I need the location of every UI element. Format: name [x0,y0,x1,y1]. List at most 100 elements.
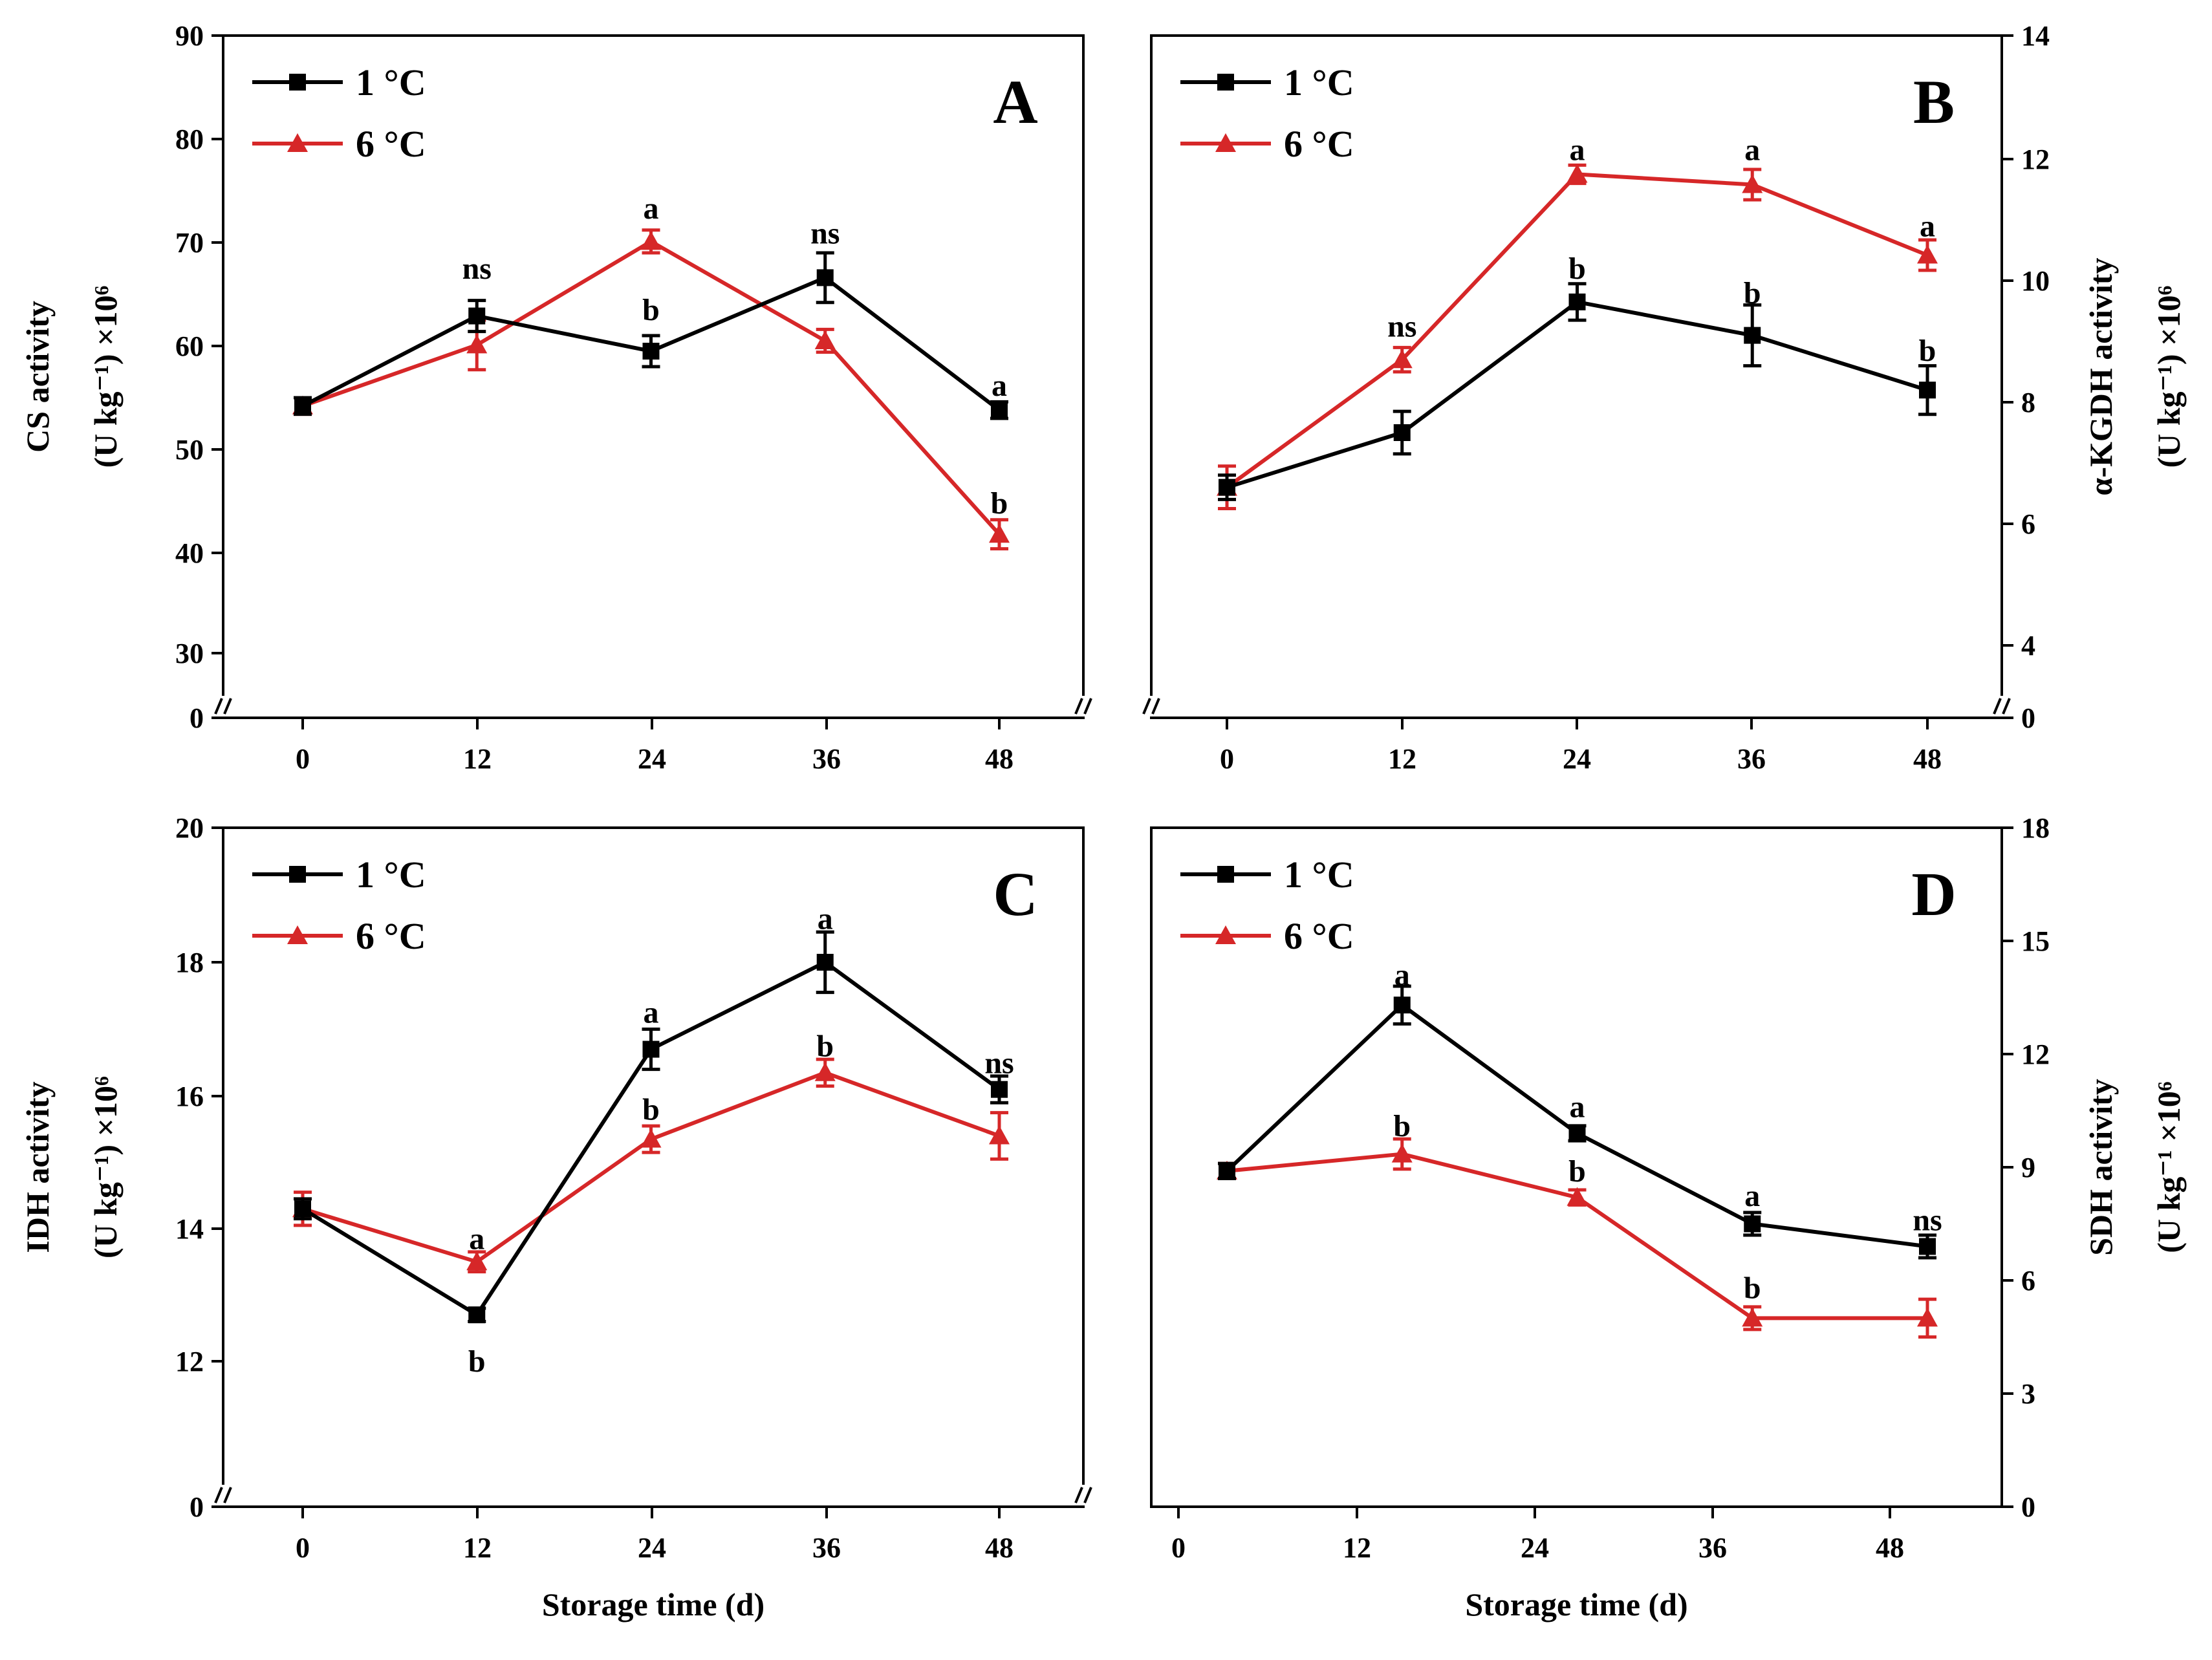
axis-break-mark [1083,698,1092,715]
legend-label: 1 °C [1284,61,1354,103]
x-tick-label: 48 [985,743,1014,775]
panel-letter: B [1913,67,1955,136]
data-point [1393,997,1411,1014]
y-tick-label: 14 [175,1213,204,1245]
data-point [816,269,834,286]
axis-break-mark [214,1487,223,1504]
series-line [1226,299,1928,490]
data-point [1744,327,1761,344]
y-tick-label: 40 [175,537,204,569]
y-tick-label: 0 [190,1491,204,1523]
plot-frame [222,826,1085,1508]
panel-a: 0 12 24 36 48 0 30 40 50 60 70 80 90 CS activity (U kg… [19,20,1092,775]
x-tick-label: 24 [638,1532,666,1564]
x-tick-label: 36 [1737,743,1766,775]
axis-break-mark [2002,698,2011,715]
data-point [1391,1143,1413,1163]
legend-marker [287,133,308,152]
data-point [1744,1215,1761,1233]
y-tick-label: 18 [2021,812,2050,844]
y-tick-label: 12 [175,1346,204,1377]
significance-label: ns [1387,310,1416,344]
y-axis-title: α-KGDH activity [2083,257,2119,495]
y-tick-label: 12 [2021,1039,2050,1070]
x-tick-label: 12 [1388,743,1416,775]
y-tick-label: 80 [175,124,204,155]
panel-c: 0 12 24 36 48 0 12 14 16 18 20 IDH activity (U kg⁻¹)… [19,812,1092,1622]
legend-label: 6 °C [356,915,426,957]
series-two [1217,163,1938,510]
data-point [1919,1238,1936,1255]
significance-label: ns [1913,1203,1942,1238]
y-tick-label: 12 [2021,144,2050,175]
data-point [816,954,834,971]
data-point [1742,174,1763,193]
data-point [1219,1162,1235,1180]
y-tick-label: 6 [2021,508,2035,540]
series-line [1226,172,1929,490]
data-point [1919,382,1936,399]
legend: 1 °C 6 °C [1180,61,1354,165]
significance-label: b [1568,252,1586,286]
significance-label: a [1920,209,1935,243]
series-two [292,228,1010,551]
significance-label: b [642,1093,660,1127]
x-tick-label: 48 [1876,1532,1904,1564]
x-tick-label: 12 [463,743,492,775]
legend-label: 6 °C [1284,915,1354,957]
significance-label: b [1744,1271,1761,1306]
x-axis-title: Storage time (d) [542,1586,764,1622]
data-point [991,402,1008,419]
legend-marker [289,74,306,91]
data-point [466,1251,488,1271]
significance-label: b [1568,1154,1586,1189]
series-two [292,1057,1010,1274]
x-tick-label: 48 [1913,743,1942,775]
axis-break-mark [223,1487,232,1504]
y-tick-label: 9 [2021,1152,2035,1183]
x-tick-label: 48 [985,1532,1014,1564]
data-point [468,1306,486,1324]
y-tick-label: 6 [2021,1265,2035,1297]
significance-label: a [992,369,1007,403]
data-point [294,1200,311,1218]
data-point [640,1128,662,1148]
x-tick-label: 0 [1220,743,1234,775]
y-tick-label: 0 [190,702,204,734]
panel-letter: A [993,67,1037,136]
y-tick-label: 15 [2021,925,2050,957]
legend-marker [1217,74,1234,91]
data-point [1917,244,1938,264]
data-point [1742,1308,1763,1327]
data-point [1567,164,1588,183]
significance-label: a [1570,1090,1585,1125]
significance-label: b [642,293,660,327]
data-point [1391,349,1413,369]
legend: 1 °C 6 °C [252,854,426,957]
significance-label: a [1394,958,1410,993]
data-point [814,330,836,349]
y-tick-label: 90 [175,20,204,52]
x-tick-label: 0 [296,743,310,775]
data-point [1567,1187,1588,1206]
x-tick-label: 0 [296,1532,310,1564]
y-tick-label: 4 [2021,630,2035,662]
data-point [1917,1308,1938,1327]
data-point [468,307,486,325]
x-tick-label: 0 [1171,1532,1186,1564]
axis-break-mark [1083,1487,1092,1504]
data-point [1393,424,1411,441]
legend-marker [287,925,308,944]
significance-label: a [1744,133,1760,167]
significance-label: a [644,191,659,226]
y-axis-title: (U kg⁻¹) ×10⁶ [2151,285,2187,468]
legend-marker [1215,133,1236,152]
legend-label: 6 °C [356,123,426,165]
y-tick-label: 0 [2021,1491,2035,1523]
series-one [294,251,1008,420]
x-tick-label: 24 [638,743,666,775]
y-tick-label: 0 [2021,702,2035,734]
legend-label: 1 °C [356,61,426,103]
y-tick-label: 50 [175,434,204,466]
